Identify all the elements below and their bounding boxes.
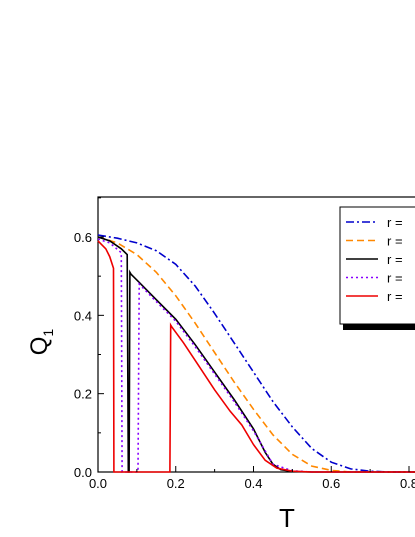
legend-label-1: r =	[387, 215, 403, 230]
y-tick-label: 0.0	[74, 465, 92, 480]
y-tick-label: 0.4	[74, 308, 92, 323]
y-tick-label: 0.6	[74, 230, 92, 245]
legend-label-4: r =	[387, 271, 403, 286]
x-tick-label: 0.8	[400, 476, 415, 491]
ticks-layer: 0.0 0.2 0.4 0.6 0.8 0.0 0.2 0.4 0.6	[74, 197, 415, 491]
series-layer	[97, 234, 415, 473]
legend-label-5: r =	[387, 289, 403, 304]
legend-label-3: r =	[387, 252, 403, 267]
plot-border	[97, 196, 415, 473]
plot-frame	[97, 196, 415, 473]
legend-label-2: r =	[387, 234, 403, 249]
x-tick-label: 0.0	[89, 476, 107, 491]
legend-box	[339, 206, 415, 325]
y-axis-title: Q1	[26, 329, 56, 356]
y-axis-title-main: Q	[26, 337, 53, 356]
x-axis-title: T	[279, 503, 295, 533]
y-tick-label: 0.2	[74, 387, 92, 402]
series-line-5	[97, 240, 415, 473]
x-tick-label: 0.6	[322, 476, 340, 491]
legend: r = r = r = r = r =	[339, 206, 415, 330]
y-axis-title-subscript: 1	[40, 329, 56, 337]
x-tick-label: 0.4	[244, 476, 262, 491]
x-tick-label: 0.2	[167, 476, 185, 491]
